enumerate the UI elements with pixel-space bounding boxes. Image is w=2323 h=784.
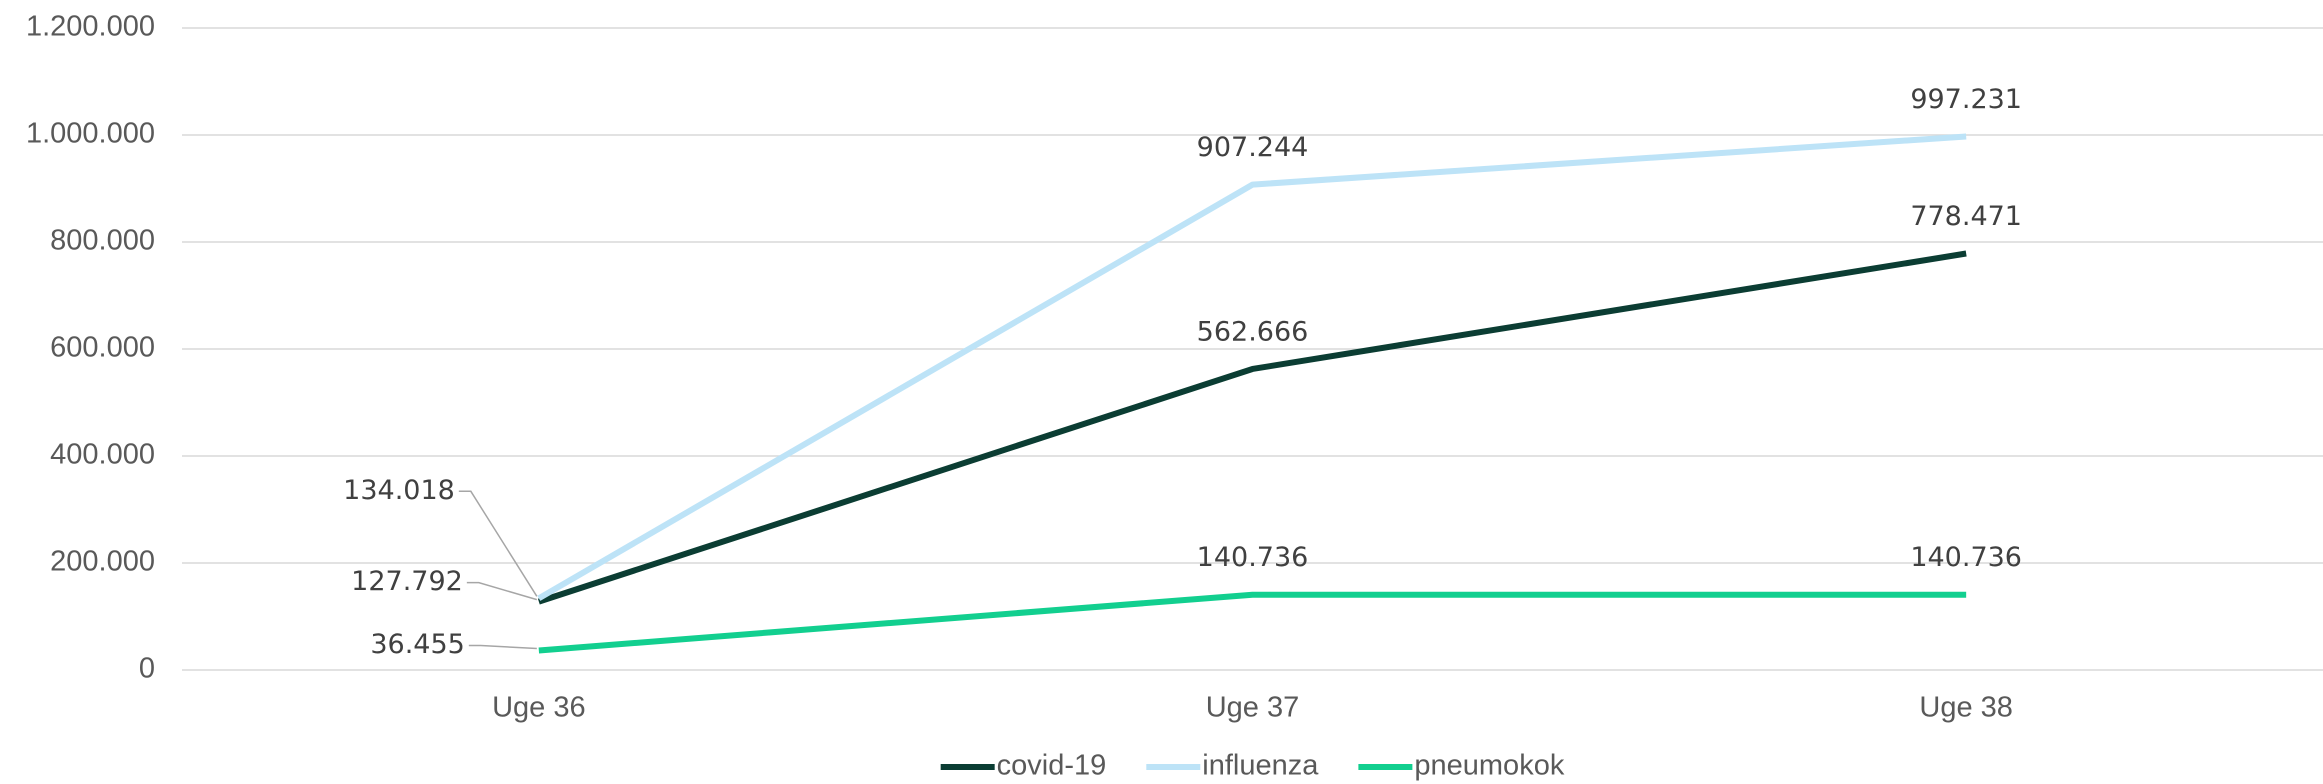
data-label: 140.736 <box>1197 542 1309 573</box>
data-label: 778.471 <box>1910 201 2022 232</box>
y-tick-label: 0 <box>139 653 155 685</box>
line-series <box>538 591 1967 654</box>
x-tick-label: Uge 36 <box>492 692 586 724</box>
y-tick-label: 1.000.000 <box>26 118 155 150</box>
legend-label: pneumokok <box>1414 750 1564 782</box>
data-label: 140.736 <box>1910 542 2022 573</box>
data-label: 36.455 <box>370 629 464 660</box>
x-tick-label: Uge 37 <box>1206 692 1300 724</box>
line-series <box>537 133 1967 601</box>
leader-line <box>466 581 538 601</box>
data-label: 134.018 <box>343 475 455 506</box>
x-tick-label: Uge 38 <box>1919 692 2013 724</box>
data-label: 127.792 <box>351 566 463 597</box>
y-tick-label: 200.000 <box>50 546 155 578</box>
y-tick-label: 400.000 <box>50 439 155 471</box>
data-label: 997.231 <box>1910 84 2022 115</box>
data-label: 562.666 <box>1197 316 1309 347</box>
legend-label: covid-19 <box>997 750 1107 782</box>
data-label: 907.244 <box>1197 132 1309 163</box>
y-tick-label: 600.000 <box>50 332 155 364</box>
line-series <box>537 250 1967 605</box>
leader-line <box>468 644 537 650</box>
leader-line <box>458 490 538 597</box>
legend-label: influenza <box>1202 750 1319 782</box>
y-tick-label: 1.200.000 <box>26 11 155 43</box>
legend: covid-19 influenza pneumokok <box>940 750 1565 782</box>
y-tick-label: 800.000 <box>50 225 155 257</box>
